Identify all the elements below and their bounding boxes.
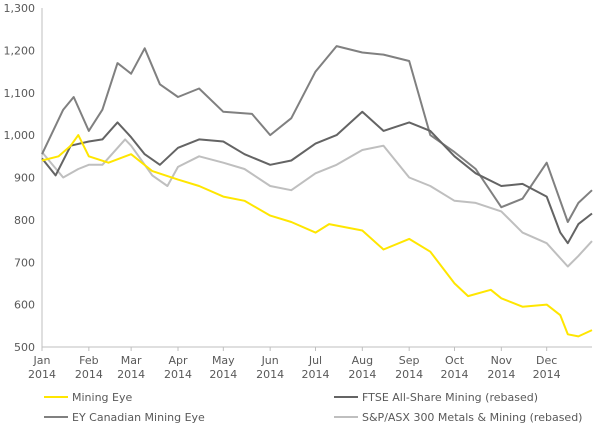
- x-tick-label-month: Aug: [352, 354, 373, 367]
- legend-label: Mining Eye: [72, 391, 132, 404]
- x-tick-label-year: 2014: [164, 368, 192, 381]
- x-tick-label-month: Jan: [33, 354, 51, 367]
- x-tick-label-month: Nov: [491, 354, 513, 367]
- x-tick-label-year: 2014: [28, 368, 56, 381]
- legend: Mining Eye FTSE All-Share Mining (rebased…: [44, 391, 582, 424]
- series-line-0: [41, 134, 593, 338]
- x-tick-label-year: 2014: [348, 368, 376, 381]
- x-tick-label-year: 2014: [209, 368, 237, 381]
- y-axis-labels: 500 600 700 800 900 1,000 1,100 1,200 1,300: [4, 2, 36, 354]
- series-line-1: [41, 110, 593, 245]
- y-tick-label: 900: [14, 172, 35, 185]
- x-tick-label-month: Apr: [168, 354, 188, 367]
- x-tick-label-month: Oct: [445, 354, 465, 367]
- legend-label: EY Canadian Mining Eye: [72, 411, 205, 424]
- y-tick-label: 1,200: [4, 44, 36, 57]
- series-line-3: [41, 138, 593, 268]
- x-tick-label-month: Mar: [121, 354, 142, 367]
- x-tick-label-year: 2014: [301, 368, 329, 381]
- y-tick-label: 600: [14, 299, 35, 312]
- y-tick-label: 1,000: [4, 129, 36, 142]
- x-tick-label-month: Sep: [399, 354, 420, 367]
- x-tick-label-year: 2014: [117, 368, 145, 381]
- x-tick-label-year: 2014: [533, 368, 561, 381]
- x-axis-labels: Jan2014Feb2014Mar2014Apr2014May2014Jun20…: [28, 347, 561, 381]
- x-tick-label-year: 2014: [256, 368, 284, 381]
- x-tick-label-month: Dec: [536, 354, 557, 367]
- x-tick-label-year: 2014: [75, 368, 103, 381]
- x-tick-label-year: 2014: [441, 368, 469, 381]
- chart-axes: [41, 8, 592, 348]
- x-tick-label-year: 2014: [395, 368, 423, 381]
- y-tick-label: 800: [14, 214, 35, 227]
- x-tick-label-month: Jul: [308, 354, 322, 367]
- y-tick-label: 700: [14, 256, 35, 269]
- x-tick-label-year: 2014: [487, 368, 515, 381]
- legend-label: FTSE All-Share Mining (rebased): [362, 391, 538, 404]
- x-tick-label-month: May: [212, 354, 235, 367]
- y-tick-label: 1,100: [4, 87, 36, 100]
- x-tick-label-month: Jun: [261, 354, 279, 367]
- series-line-2: [41, 45, 593, 223]
- y-tick-label: 500: [14, 341, 35, 354]
- x-tick-label-month: Feb: [79, 354, 98, 367]
- legend-label: S&P/ASX 300 Metals & Mining (rebased): [362, 411, 582, 424]
- series-lines: [41, 45, 593, 338]
- y-tick-label: 1,300: [4, 2, 36, 15]
